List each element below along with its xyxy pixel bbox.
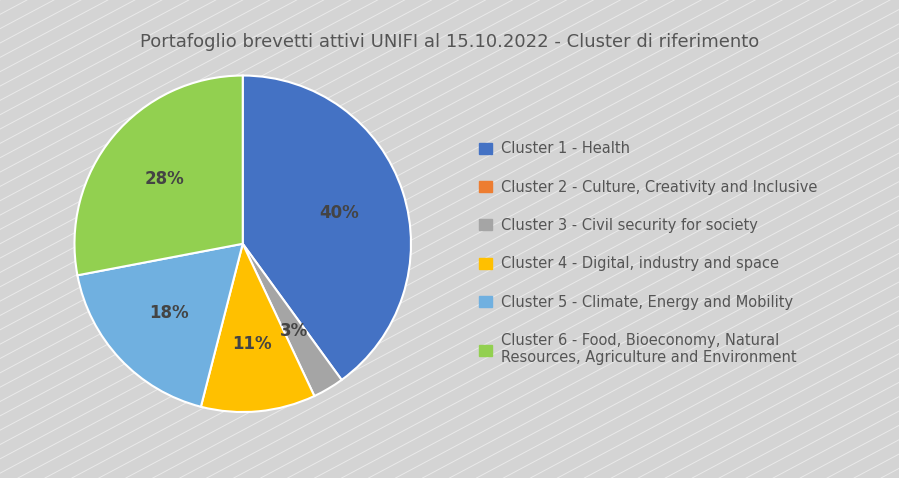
Wedge shape [243, 76, 411, 380]
Wedge shape [243, 244, 342, 396]
Legend: Cluster 1 - Health, Cluster 2 - Culture, Creativity and Inclusive, Cluster 3 - C: Cluster 1 - Health, Cluster 2 - Culture,… [479, 141, 817, 365]
Wedge shape [200, 244, 315, 412]
Text: 3%: 3% [280, 322, 308, 340]
Text: 18%: 18% [149, 304, 189, 322]
Wedge shape [77, 244, 243, 407]
Text: 11%: 11% [233, 335, 272, 353]
Text: 40%: 40% [319, 204, 359, 222]
Text: 28%: 28% [145, 171, 185, 188]
Text: Portafoglio brevetti attivi UNIFI al 15.10.2022 - Cluster di riferimento: Portafoglio brevetti attivi UNIFI al 15.… [140, 33, 759, 52]
Wedge shape [75, 76, 243, 275]
